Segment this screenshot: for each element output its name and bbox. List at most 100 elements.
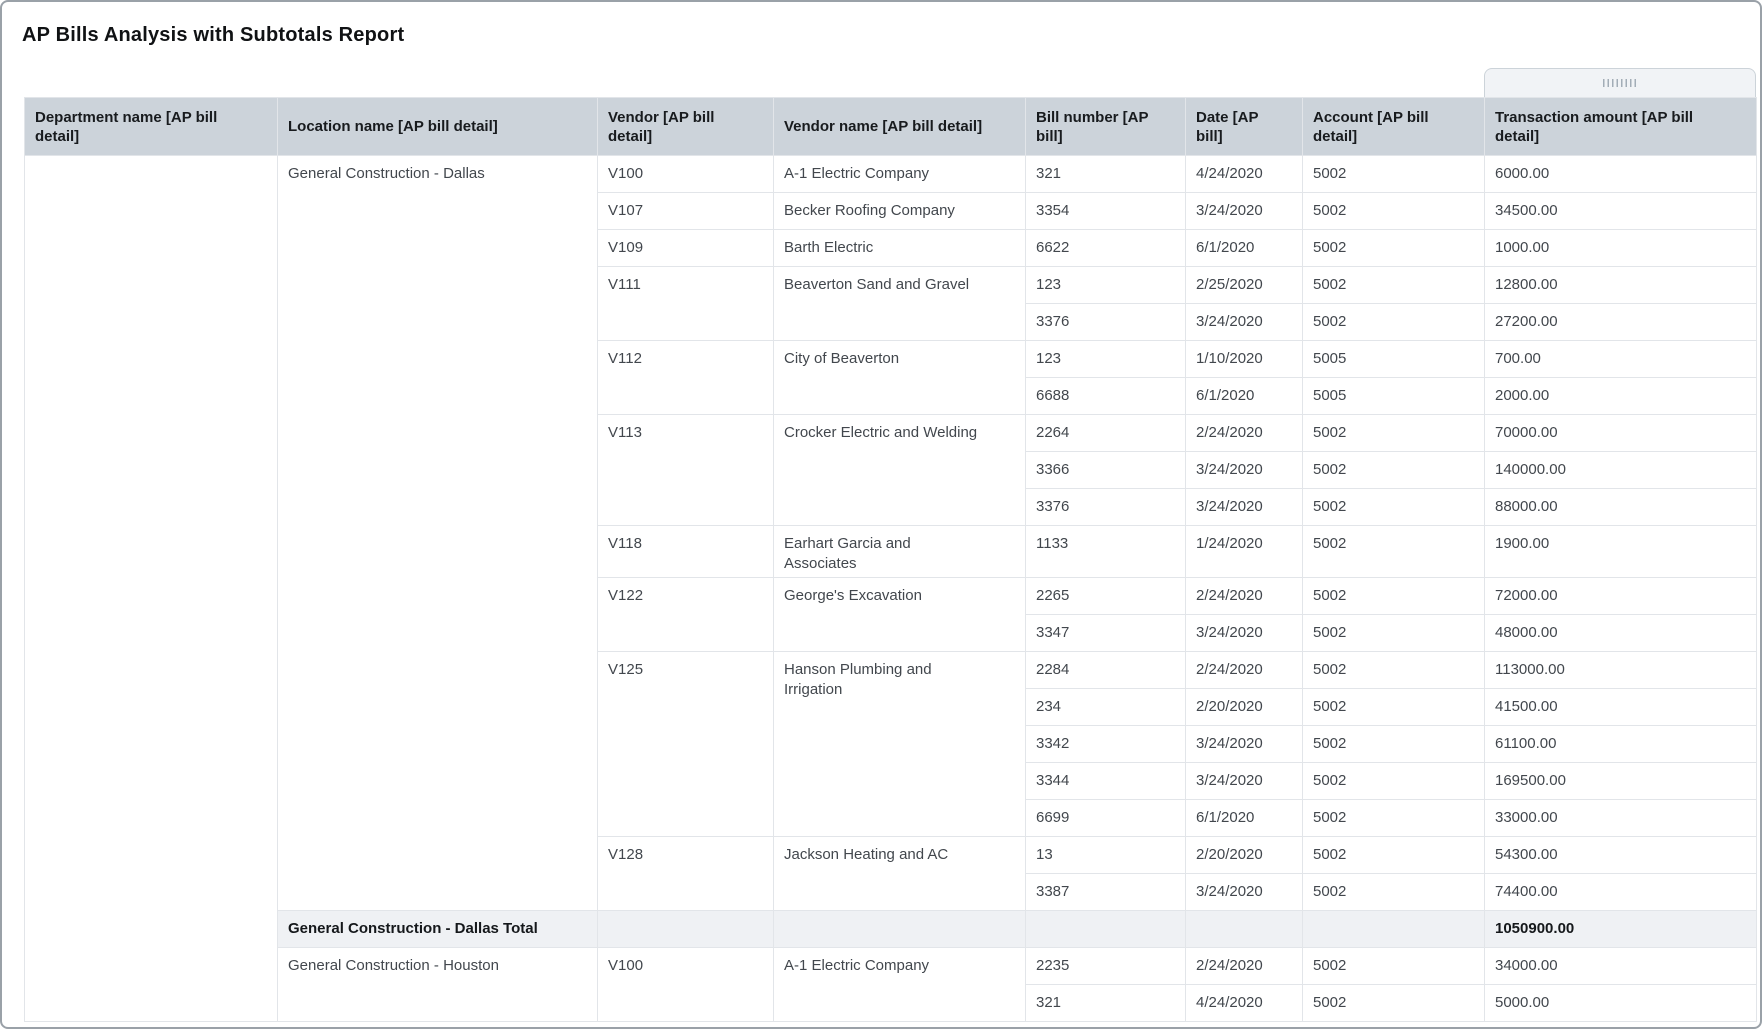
cell-date: 3/24/2020	[1185, 451, 1303, 489]
cell-bill-number: 2265	[1025, 577, 1186, 615]
subtotal-empty-bill	[1025, 910, 1186, 948]
table-row: V113 Crocker Electric and Welding 2264 2/24…	[25, 414, 1757, 526]
table-row: 234 2/20/2020 5002 41500.00	[25, 688, 1757, 726]
cell-vendor-name: George's Excavation	[773, 577, 1026, 652]
cell-date: 3/24/2020	[1185, 614, 1303, 652]
table-row: 3376 3/24/2020 5002 27200.00	[25, 303, 1757, 341]
cell-bill-number: 3344	[1025, 762, 1186, 800]
cell-account: 5002	[1302, 488, 1485, 526]
cell-bill-number: 6622	[1025, 229, 1186, 267]
cell-date: 3/24/2020	[1185, 488, 1303, 526]
cell-bill-number: 3376	[1025, 303, 1186, 341]
table-row: 6688 6/1/2020 5005 2000.00	[25, 377, 1757, 415]
cell-vendor-name: Earhart Garcia and Associates	[773, 525, 1026, 578]
cell-date: 4/24/2020	[1185, 155, 1303, 193]
cell-vendor-name: Jackson Heating and AC	[773, 836, 1026, 911]
cell-amount: 1000.00	[1484, 229, 1757, 267]
cell-bill-number: 3387	[1025, 873, 1186, 911]
cell-amount: 5000.00	[1484, 984, 1757, 1022]
cell-bill-number: 3366	[1025, 451, 1186, 489]
cell-bill-number: 2264	[1025, 414, 1186, 452]
cell-date: 1/10/2020	[1185, 340, 1303, 378]
cell-date: 6/1/2020	[1185, 229, 1303, 267]
table-header: Department name [AP bill detail] Location…	[24, 97, 1757, 156]
cell-vendor: V100	[597, 155, 774, 193]
report-table: Department name [AP bill detail] Location…	[24, 97, 1757, 1022]
cell-bill-number: 234	[1025, 688, 1186, 726]
cell-vendor: V112	[597, 340, 774, 415]
table-row: 3344 3/24/2020 5002 169500.00	[25, 762, 1757, 800]
table-row: General Construction - Dallas V100 A-1 Ele…	[24, 155, 1757, 1022]
cell-account: 5002	[1302, 947, 1485, 985]
cell-date: 2/25/2020	[1185, 266, 1303, 304]
cell-amount: 54300.00	[1484, 836, 1757, 874]
cell-bill-number: 123	[1025, 266, 1186, 304]
cell-account: 5002	[1302, 984, 1485, 1022]
cell-account: 5002	[1302, 836, 1485, 874]
cell-date: 3/24/2020	[1185, 873, 1303, 911]
drag-grip-icon[interactable]	[1603, 79, 1637, 87]
header-row: Department name [AP bill detail] Location…	[24, 97, 1757, 156]
cell-vendor: V107	[597, 192, 774, 230]
cell-account: 5002	[1302, 266, 1485, 304]
cell-amount: 2000.00	[1484, 377, 1757, 415]
cell-amount: 70000.00	[1484, 414, 1757, 452]
cell-bill-number: 6699	[1025, 799, 1186, 837]
cell-account: 5002	[1302, 688, 1485, 726]
cell-account: 5002	[1302, 762, 1485, 800]
cell-vendor: V125	[597, 651, 774, 837]
cell-bill-number: 321	[1025, 984, 1186, 1022]
cell-date: 2/20/2020	[1185, 688, 1303, 726]
cell-amount: 169500.00	[1484, 762, 1757, 800]
cell-date: 2/24/2020	[1185, 577, 1303, 615]
column-drag-handle[interactable]	[1484, 68, 1756, 97]
subtotal-label: General Construction - Dallas Total	[277, 910, 598, 948]
column-header-date[interactable]: Date [AP bill]	[1185, 97, 1303, 156]
cell-date: 3/24/2020	[1185, 762, 1303, 800]
cell-account: 5002	[1302, 873, 1485, 911]
table-row: V109 Barth Electric 6622 6/1/2020 5002 1000.0…	[25, 229, 1757, 267]
cell-vendor: V118	[597, 525, 774, 578]
cell-account: 5002	[1302, 155, 1485, 193]
cell-vendor-name: Beaverton Sand and Gravel	[773, 266, 1026, 341]
column-header-bill_number[interactable]: Bill number [AP bill]	[1025, 97, 1186, 156]
table-row: 3342 3/24/2020 5002 61100.00	[25, 725, 1757, 763]
cell-account: 5002	[1302, 725, 1485, 763]
column-header-account[interactable]: Account [AP bill detail]	[1302, 97, 1485, 156]
column-header-vendor_name[interactable]: Vendor name [AP bill detail]	[773, 97, 1026, 156]
subtotal-amount: 1050900.00	[1484, 910, 1757, 948]
cell-vendor: V109	[597, 229, 774, 267]
cell-bill-number: 3342	[1025, 725, 1186, 763]
cell-bill-number: 123	[1025, 340, 1186, 378]
cell-amount: 48000.00	[1484, 614, 1757, 652]
cell-vendor: V122	[597, 577, 774, 652]
cell-amount: 1900.00	[1484, 525, 1757, 578]
cell-date: 1/24/2020	[1185, 525, 1303, 578]
column-header-vendor[interactable]: Vendor [AP bill detail]	[597, 97, 774, 156]
cell-location: General Construction - Houston	[277, 947, 598, 1022]
column-header-amount[interactable]: Transaction amount [AP bill detail]	[1484, 97, 1757, 156]
subtotal-empty-vendor-name	[773, 910, 1026, 948]
cell-date: 4/24/2020	[1185, 984, 1303, 1022]
cell-bill-number: 3376	[1025, 488, 1186, 526]
cell-date: 2/24/2020	[1185, 947, 1303, 985]
cell-vendor: V113	[597, 414, 774, 526]
cell-department	[24, 155, 278, 1022]
cell-date: 3/24/2020	[1185, 725, 1303, 763]
table-row: V125 Hanson Plumbing and Irrigation 2284 2/…	[25, 651, 1757, 837]
cell-amount: 113000.00	[1484, 651, 1757, 689]
cell-amount: 700.00	[1484, 340, 1757, 378]
cell-vendor-name: City of Beaverton	[773, 340, 1026, 415]
cell-date: 6/1/2020	[1185, 799, 1303, 837]
cell-vendor-name: Hanson Plumbing and Irrigation	[773, 651, 1026, 837]
table-row: 3376 3/24/2020 5002 88000.00	[25, 488, 1757, 526]
subtotal-empty-date	[1185, 910, 1303, 948]
column-header-department[interactable]: Department name [AP bill detail]	[24, 97, 278, 156]
cell-bill-number: 3347	[1025, 614, 1186, 652]
cell-account: 5002	[1302, 303, 1485, 341]
column-header-location[interactable]: Location name [AP bill detail]	[277, 97, 598, 156]
table-row: V107 Becker Roofing Company 3354 3/24/2020 5…	[25, 192, 1757, 230]
cell-bill-number: 1133	[1025, 525, 1186, 578]
cell-amount: 27200.00	[1484, 303, 1757, 341]
cell-bill-number: 13	[1025, 836, 1186, 874]
